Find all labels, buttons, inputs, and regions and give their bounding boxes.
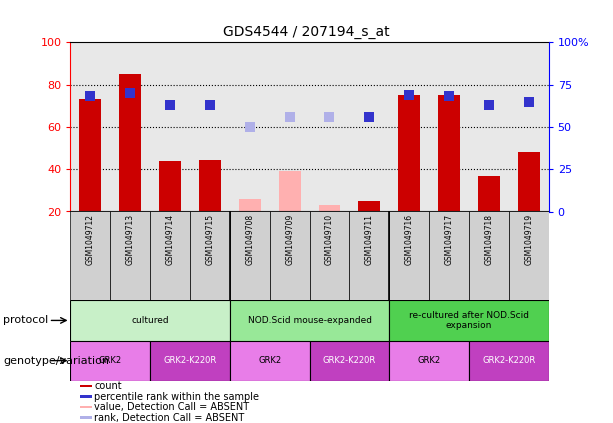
Bar <box>190 212 230 300</box>
Text: cultured: cultured <box>131 316 169 325</box>
Text: GRK2: GRK2 <box>417 356 441 365</box>
Bar <box>310 212 349 300</box>
Bar <box>359 201 380 212</box>
Text: GSM1049713: GSM1049713 <box>126 214 135 265</box>
Text: re-cultured after NOD.Scid
expansion: re-cultured after NOD.Scid expansion <box>409 311 529 330</box>
Bar <box>389 212 429 300</box>
Bar <box>478 176 500 212</box>
Bar <box>270 212 310 300</box>
Bar <box>509 212 549 300</box>
Text: percentile rank within the sample: percentile rank within the sample <box>94 392 259 401</box>
Bar <box>110 212 150 300</box>
Bar <box>150 212 190 300</box>
Text: GRK2-K220R: GRK2-K220R <box>164 356 216 365</box>
Bar <box>159 161 181 212</box>
Text: GSM1049714: GSM1049714 <box>166 214 175 265</box>
Bar <box>469 212 509 300</box>
Text: value, Detection Call = ABSENT: value, Detection Call = ABSENT <box>94 402 249 412</box>
Bar <box>70 341 150 381</box>
Text: GSM1049710: GSM1049710 <box>325 214 334 265</box>
Point <box>364 113 374 120</box>
Point <box>86 93 96 100</box>
Bar <box>279 171 300 212</box>
Point <box>484 102 494 108</box>
Point <box>166 102 175 108</box>
Bar <box>150 341 230 381</box>
Text: GSM1049712: GSM1049712 <box>86 214 95 265</box>
Point <box>325 113 335 120</box>
Bar <box>239 199 261 212</box>
Bar <box>70 212 110 300</box>
Point <box>205 102 215 108</box>
Bar <box>80 99 101 212</box>
Bar <box>398 95 420 212</box>
Bar <box>80 406 91 409</box>
Bar <box>518 152 539 212</box>
Bar <box>80 416 91 419</box>
Point <box>245 124 255 130</box>
Bar <box>199 160 221 212</box>
Text: rank, Detection Call = ABSENT: rank, Detection Call = ABSENT <box>94 413 245 423</box>
Bar <box>80 385 91 387</box>
Bar <box>230 212 270 300</box>
Bar <box>389 300 549 341</box>
Bar <box>319 205 340 212</box>
Text: GDS4544 / 207194_s_at: GDS4544 / 207194_s_at <box>223 25 390 39</box>
Text: NOD.Scid mouse-expanded: NOD.Scid mouse-expanded <box>248 316 371 325</box>
Bar <box>230 300 389 341</box>
Bar <box>80 395 91 398</box>
Text: GSM1049708: GSM1049708 <box>245 214 254 265</box>
Bar <box>310 341 389 381</box>
Point <box>524 98 533 105</box>
Bar <box>429 212 469 300</box>
Bar <box>70 300 230 341</box>
Text: GRK2: GRK2 <box>258 356 281 365</box>
Text: GRK2-K220R: GRK2-K220R <box>482 356 535 365</box>
Bar <box>120 74 141 212</box>
Text: GSM1049718: GSM1049718 <box>484 214 493 265</box>
Text: GSM1049709: GSM1049709 <box>285 214 294 265</box>
Text: genotype/variation: genotype/variation <box>3 356 109 365</box>
Text: GRK2: GRK2 <box>99 356 122 365</box>
Bar <box>230 341 310 381</box>
Bar <box>469 341 549 381</box>
Text: GSM1049715: GSM1049715 <box>205 214 215 265</box>
Point <box>444 93 454 100</box>
Text: GSM1049717: GSM1049717 <box>444 214 454 265</box>
Text: GSM1049716: GSM1049716 <box>405 214 414 265</box>
Bar <box>389 341 469 381</box>
Text: protocol: protocol <box>3 316 48 325</box>
Text: GSM1049711: GSM1049711 <box>365 214 374 265</box>
Bar <box>349 212 389 300</box>
Text: count: count <box>94 381 122 391</box>
Point <box>125 90 135 96</box>
Text: GSM1049719: GSM1049719 <box>524 214 533 265</box>
Point <box>405 91 414 98</box>
Bar <box>438 95 460 212</box>
Point <box>284 113 294 120</box>
Text: GRK2-K220R: GRK2-K220R <box>323 356 376 365</box>
